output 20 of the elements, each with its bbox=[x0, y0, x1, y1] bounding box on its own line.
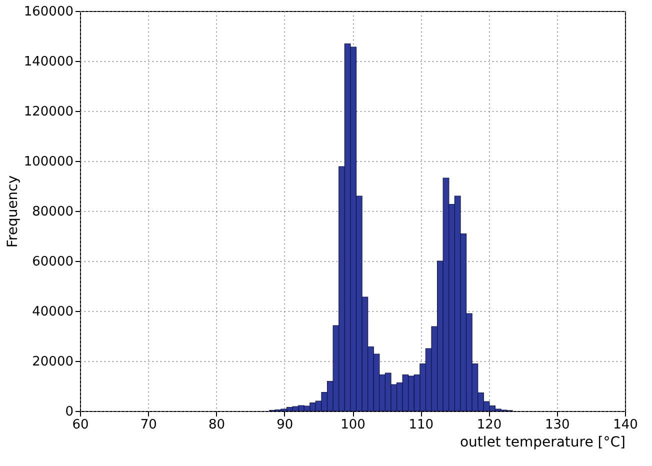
x-tick-label: 80 bbox=[208, 418, 226, 432]
x-tick-label: 130 bbox=[544, 418, 570, 432]
y-axis-title: Frequency bbox=[4, 175, 21, 248]
y-tick-label: 0 bbox=[65, 404, 74, 420]
y-tick-label: 40000 bbox=[32, 304, 74, 320]
y-tick-label: 160000 bbox=[24, 4, 74, 20]
x-tick-label: 90 bbox=[276, 418, 294, 432]
x-tick-label: 70 bbox=[140, 418, 157, 432]
x-axis-title: outlet temperature [°C] bbox=[460, 434, 626, 450]
x-tick-label: 100 bbox=[340, 418, 366, 432]
x-tick-label: 60 bbox=[72, 418, 89, 432]
y-tick-label: 60000 bbox=[32, 254, 74, 270]
y-tick-label: 100000 bbox=[24, 154, 74, 170]
y-tick-label: 80000 bbox=[32, 204, 74, 220]
x-tick-label: 120 bbox=[476, 418, 502, 432]
x-tick-label: 140 bbox=[613, 418, 638, 432]
y-tick-label: 120000 bbox=[24, 104, 74, 120]
y-tick-label: 20000 bbox=[32, 354, 74, 370]
x-tick-label: 110 bbox=[408, 418, 434, 432]
y-tick-label: 140000 bbox=[24, 54, 74, 70]
